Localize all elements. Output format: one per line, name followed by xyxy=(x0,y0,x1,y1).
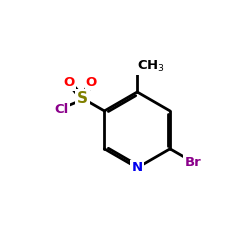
Text: O: O xyxy=(64,76,75,90)
Text: Br: Br xyxy=(185,156,202,169)
Text: Cl: Cl xyxy=(54,102,68,116)
Text: N: N xyxy=(132,161,143,174)
Text: S: S xyxy=(77,90,88,106)
Text: CH$_3$: CH$_3$ xyxy=(137,59,165,74)
Text: O: O xyxy=(86,76,97,89)
